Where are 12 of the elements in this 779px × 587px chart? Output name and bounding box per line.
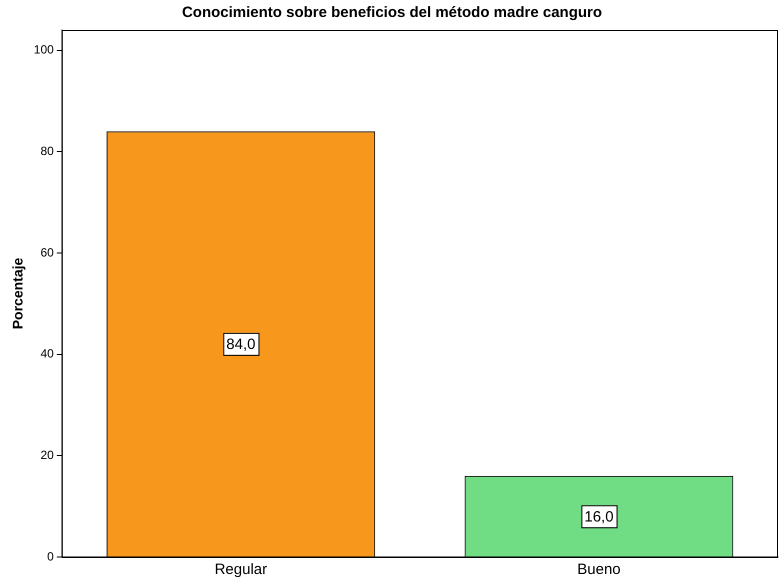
y-tick-label: 80	[40, 144, 54, 158]
y-tick-label: 40	[40, 346, 54, 361]
data-label: 16,0	[584, 508, 614, 526]
y-axis-title: Porcentaje	[9, 257, 26, 330]
x-tick-label: Bueno	[577, 561, 621, 578]
y-tick-label: 0	[47, 549, 54, 564]
y-tick-label: 100	[34, 42, 54, 57]
data-label: 84,0	[226, 336, 256, 354]
y-tick-label: 60	[40, 245, 54, 260]
chart-title: Conocimiento sobre beneficios del método madre canguro	[182, 4, 602, 22]
x-tick-label: Regular	[214, 561, 268, 578]
y-tick-label: 20	[40, 448, 54, 462]
